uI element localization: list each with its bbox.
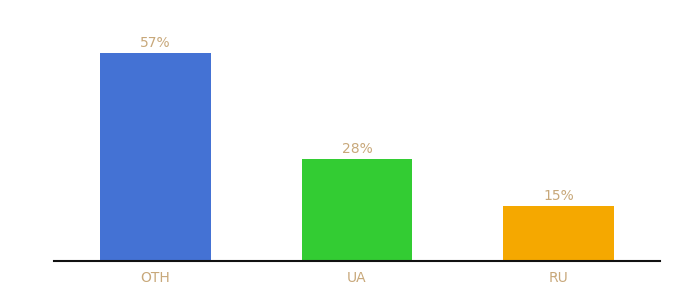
Bar	[503, 206, 614, 261]
Bar	[100, 53, 211, 261]
Bar	[301, 159, 413, 261]
Text: 57%: 57%	[140, 36, 171, 50]
Text: 15%: 15%	[543, 189, 574, 203]
Text: 28%: 28%	[341, 142, 373, 156]
